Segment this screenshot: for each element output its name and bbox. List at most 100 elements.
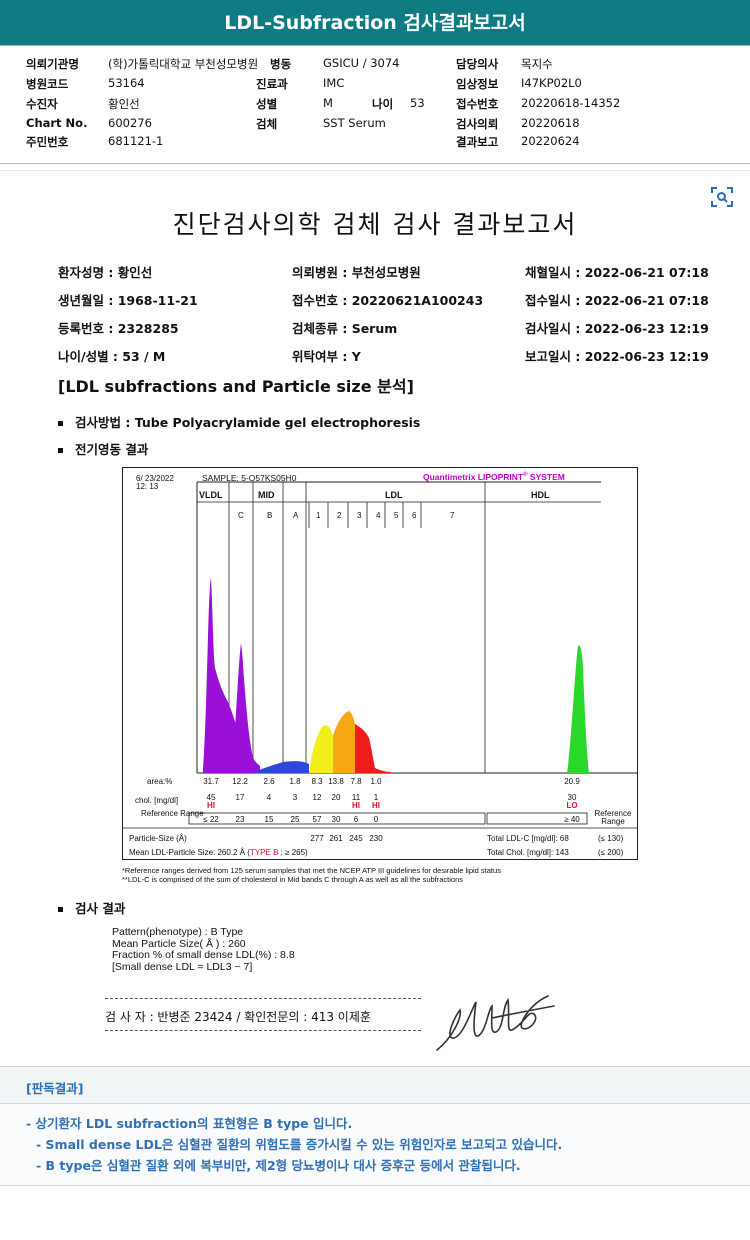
- band-label: 3: [357, 511, 362, 520]
- patient-field: 등록번호 : 2328285: [58, 321, 179, 336]
- info-value: IMC: [323, 76, 345, 90]
- brand-mark: ®: [523, 472, 528, 479]
- patient-field: 생년월일 : 1968-11-21: [58, 293, 198, 308]
- ref-label-left: Reference Range: [141, 809, 204, 818]
- area-value: 7.8: [350, 777, 362, 786]
- total-ldl: Total LDL-C [mg/dl]: 68: [487, 834, 569, 843]
- section-title: [LDL subfractions and Particle size 분석]: [58, 377, 414, 396]
- ldl4-peak: [375, 768, 391, 773]
- reference-value: 25: [290, 815, 300, 824]
- interpretation-line: - Small dense LDL은 심혈관 질환의 위험도를 증가시킬 수 있…: [36, 1137, 563, 1152]
- chol-value: 3: [292, 793, 298, 802]
- area-value: 13.8: [328, 777, 344, 786]
- chart-time: 12: 13: [136, 482, 159, 491]
- reference-value: 57: [312, 815, 322, 824]
- brand-name: Quantimetrix LIPOPRINT: [423, 472, 524, 482]
- info-value: M: [323, 96, 333, 110]
- total-chol-ref: (≤ 200): [598, 848, 624, 857]
- info-label: 수진자: [26, 97, 58, 111]
- report-banner: LDL-Subfraction 검사결과보고서: [0, 0, 750, 46]
- hdl-peak: [567, 645, 589, 773]
- flag-value: HI: [207, 801, 215, 810]
- interpretation-header: [판독결과]: [0, 1066, 750, 1104]
- reference-value: 0: [373, 815, 379, 824]
- area-value: 2.6: [263, 777, 275, 786]
- patient-field: 환자성명 : 황인선: [58, 265, 153, 280]
- info-value: 목지수: [521, 57, 553, 71]
- reference-value: 6: [353, 815, 359, 824]
- group-label-mid: MID: [258, 490, 275, 500]
- chol-value: 4: [266, 793, 272, 802]
- band-label: 4: [376, 511, 381, 520]
- lipoprint-chart: [123, 481, 637, 829]
- particle-size-value: 245: [349, 834, 363, 843]
- chol-label: chol. [mg/dl]: [135, 796, 179, 805]
- method-line: 검사방법 : Tube Polyacrylamide gel electroph…: [58, 412, 420, 431]
- banner-title: LDL-Subfraction 검사결과보고서: [224, 12, 526, 34]
- patient-field: 검사일시 : 2022-06-23 12:19: [525, 321, 709, 336]
- chart-date: 6/ 23/2022: [136, 474, 174, 483]
- result-line: Fraction % of small dense LDL(%) : 8.8: [112, 949, 295, 961]
- info-label: 임상정보: [456, 77, 499, 91]
- ldl1-peak: [309, 725, 333, 773]
- band-label: A: [293, 511, 299, 520]
- group-label-vldl: VLDL: [199, 490, 223, 500]
- patient-field: 나이/성별 : 53 / M: [58, 349, 166, 364]
- flag-value: HI: [352, 801, 360, 810]
- info-value: 황인선: [108, 97, 140, 111]
- interpretation-line: - B type은 심혈관 질환 외에 복부비만, 제2형 당뇨병이나 대사 증…: [36, 1158, 521, 1173]
- total-chol: Total Chol. [mg/dl]: 143: [487, 848, 569, 857]
- info-value: 53: [410, 96, 425, 110]
- chart-brand: Quantimetrix LIPOPRINT® SYSTEM: [423, 472, 565, 482]
- band-label: 6: [412, 511, 417, 520]
- patient-field: 접수번호 : 20220621A100243: [292, 293, 484, 308]
- patient-field: 보고일시 : 2022-06-23 12:19: [525, 349, 709, 364]
- band-label: B: [267, 511, 273, 520]
- info-value: 681121-1: [108, 134, 164, 148]
- reference-box: [188, 812, 486, 825]
- reference-value: 30: [331, 815, 341, 824]
- info-label: 병원코드: [26, 77, 69, 91]
- handwritten-signature: [436, 995, 555, 1051]
- info-label: Chart No.: [26, 116, 88, 130]
- signature-text: 검 사 자 : 반병준 23424 / 확인전문의 : 413 이제훈: [105, 1010, 371, 1024]
- request-info-panel: 의뢰기관명 (학)가톨릭대학교 부천성모병원 병원코드 53164 수진자 황인…: [0, 46, 750, 164]
- reference-value: 23: [235, 815, 245, 824]
- flag-value: LO: [566, 801, 578, 810]
- band-label: C: [238, 511, 244, 520]
- chol-value: 1: [373, 793, 379, 802]
- chol-value: 17: [235, 793, 245, 802]
- band-label: 5: [394, 511, 399, 520]
- chol-value: 20: [331, 793, 341, 802]
- lipoprint-figure: 6/ 23/2022 12: 13 SAMPLE: 5-O57KS05H0 Qu…: [122, 467, 638, 860]
- info-label: 병동: [270, 57, 292, 71]
- footnote: **LDL-C is comprised of the sum of chole…: [122, 875, 464, 884]
- info-value: SST Serum: [323, 116, 386, 130]
- signature-rule: [105, 1030, 421, 1031]
- area-value: 1.0: [370, 777, 382, 786]
- scan-icon[interactable]: [710, 185, 734, 209]
- reference-value: ≤ 22: [203, 815, 219, 824]
- electrophoresis-heading: 전기영동 결과: [58, 439, 148, 458]
- particle-label: Particle-Size (Å): [129, 834, 187, 843]
- band-label: 7: [450, 511, 455, 520]
- brand-tail: SYSTEM: [527, 472, 565, 482]
- mean-size: Mean LDL-Particle Size: 260.2 Å (TYPE B …: [129, 848, 308, 857]
- patient-field: 의뢰병원 : 부천성모병원: [292, 265, 421, 280]
- info-label: 검사의뢰: [456, 117, 499, 131]
- group-label-hdl: HDL: [531, 490, 550, 500]
- patient-field: 채혈일시 : 2022-06-21 07:18: [525, 265, 709, 280]
- footnotes: *Reference ranges derived from 125 serum…: [122, 866, 501, 884]
- interpretation-title: [판독결과]: [26, 1081, 84, 1096]
- signature-rule: [105, 998, 421, 999]
- mean-size-label: Mean LDL-Particle Size: 260.2 Å (: [129, 848, 250, 857]
- info-value: 20220618-14352: [521, 96, 621, 110]
- reference-value: 15: [264, 815, 274, 824]
- info-value: 20220624: [521, 134, 580, 148]
- result-line: [Small dense LDL = LDL3 ~ 7]: [112, 960, 253, 973]
- reference-value: ≥ 40: [564, 815, 580, 824]
- ldl2-peak: [333, 711, 355, 773]
- particle-size-value: 261: [329, 834, 343, 843]
- chol-value: 45: [206, 793, 216, 802]
- info-label: 성별: [256, 97, 278, 111]
